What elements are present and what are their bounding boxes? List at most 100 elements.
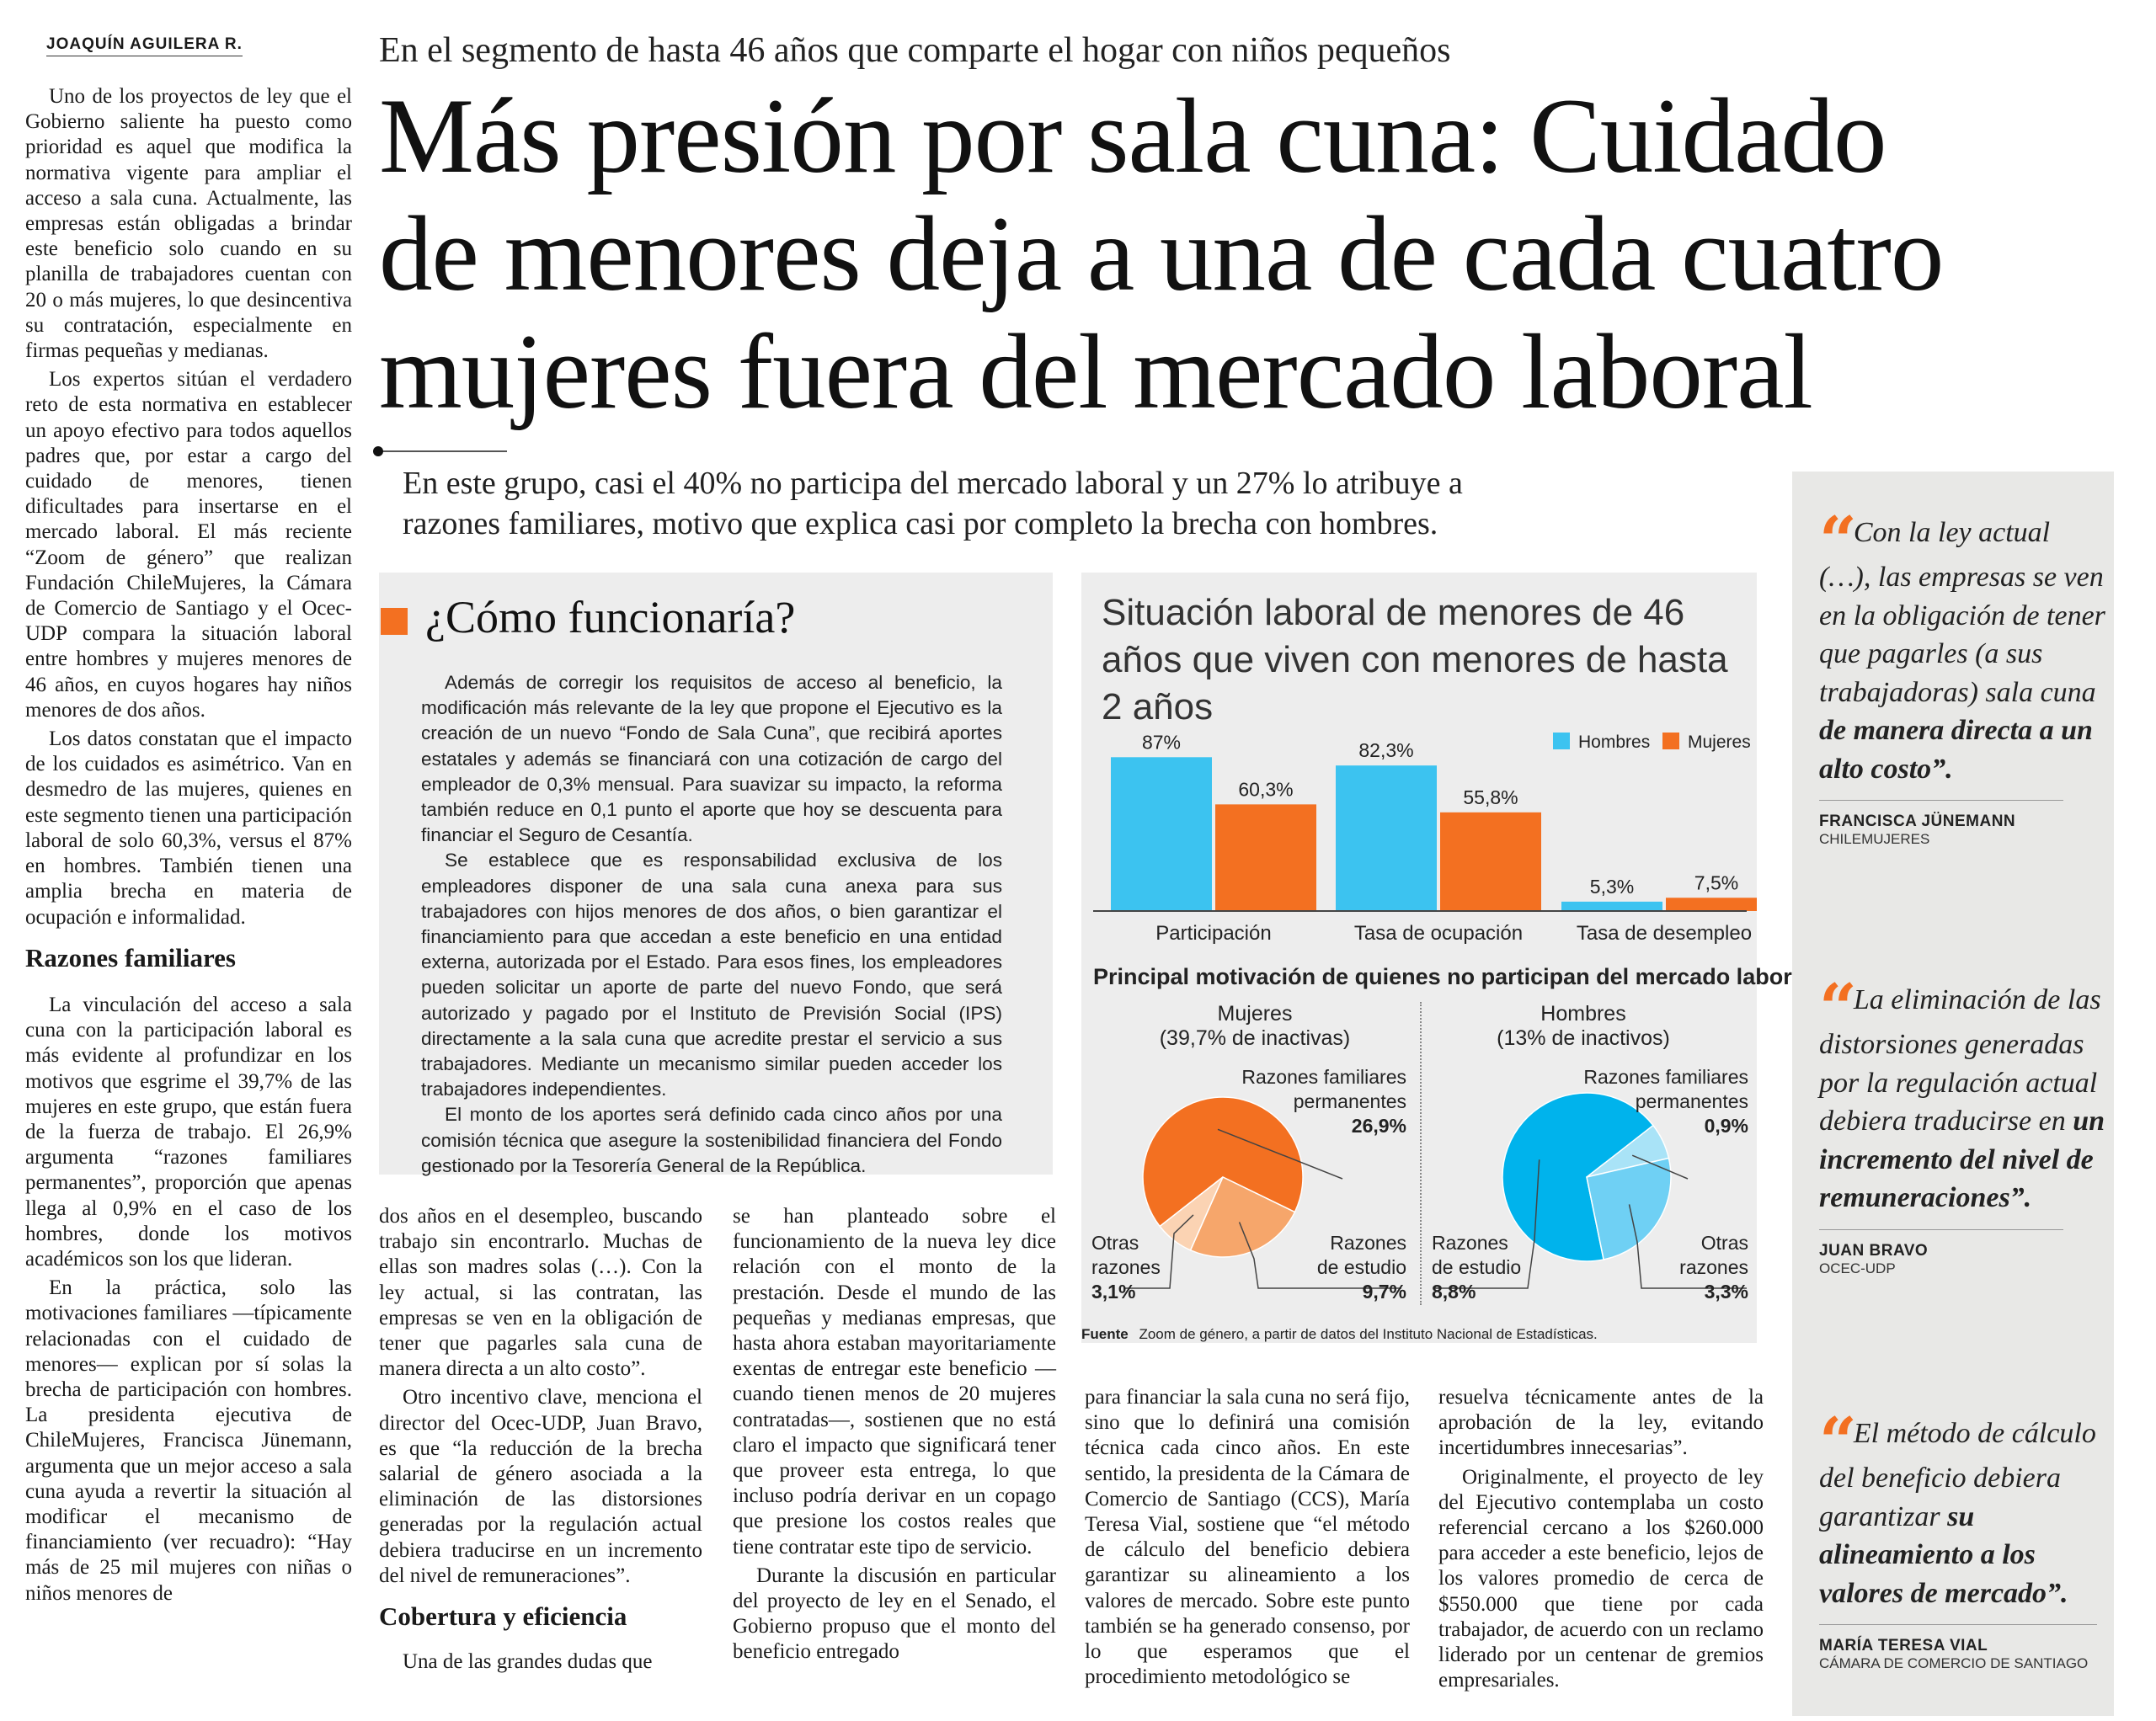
bar-mujeres: [1215, 804, 1316, 911]
quote-part-bold: de manera directa a un alto costo”.: [1819, 715, 2093, 785]
pie-women-header: Mujeres (39,7% de inactivas): [1129, 1002, 1381, 1051]
paragraph: resuelva técnicamente antes de la aproba…: [1438, 1386, 1764, 1460]
quote-divider: [1819, 800, 2063, 801]
box-body: Además de corregir los requisitos de acc…: [421, 670, 1002, 1179]
quote-text: “Con la ley actual (…), las empresas se …: [1819, 509, 2105, 788]
headline: Más presión por sala cuna: Cuidado de me…: [379, 77, 2131, 431]
headline-line: mujeres fuera del mercado laboral: [379, 313, 1813, 431]
leader-line: [1631, 1154, 1689, 1180]
bar-hombres: [1111, 757, 1212, 911]
leader-line: [1217, 1128, 1343, 1180]
paragraph: El monto de los aportes será definido ca…: [421, 1104, 1002, 1176]
divider-dot: [373, 446, 383, 456]
paragraph: Durante la discusión en particular del p…: [733, 1564, 1056, 1664]
paragraph: Originalmente, el proyecto de ley del Ej…: [1438, 1465, 1764, 1692]
headline-line: de menores deja a una de cada cuatro: [379, 195, 1944, 313]
bar-value-label: 7,5%: [1694, 871, 1738, 893]
pie-value: 0,9%: [1704, 1115, 1748, 1137]
quote-part-bold: su alineamiento a los valores de mercado…: [1819, 1500, 2068, 1609]
category-label: Tasa de desempleo: [1577, 922, 1752, 945]
bar-value-label: 5,3%: [1590, 876, 1634, 898]
column-b: dos años en el desempleo, buscando traba…: [379, 1204, 702, 1678]
pie-women-name: Mujeres: [1217, 1002, 1293, 1026]
paragraph: dos años en el desempleo, buscando traba…: [379, 1205, 702, 1381]
quote-text: “El método de cálculo del beneficio debi…: [1819, 1409, 2105, 1612]
pie-label-estudio-women: Razones de estudio 9,7%: [1316, 1232, 1406, 1303]
box-title: ¿Cómo funcionaría?: [425, 592, 796, 642]
quote-block: “La eliminación de las distorsiones gene…: [1819, 976, 2105, 1277]
leader-line: [1435, 1159, 1540, 1289]
deck-line: En este grupo, casi el 40% no participa …: [403, 466, 1463, 501]
orange-square-icon: [381, 608, 408, 635]
paragraph: Los expertos sitúan el verdadero reto de…: [25, 368, 352, 722]
headline-line: Más presión por sala cuna: Cuidado: [379, 77, 1886, 195]
paragraph: para financiar la sala cuna no será fijo…: [1085, 1386, 1410, 1689]
pie-slice: [1142, 1096, 1304, 1228]
bar-hombres: [1336, 765, 1437, 911]
legend-label: Hombres: [1578, 733, 1650, 752]
chart-source: Fuente Zoom de género, a partir de datos…: [1081, 1326, 1598, 1343]
quote-divider: [1819, 1624, 2097, 1625]
legend-swatch: [1553, 733, 1570, 749]
quote-text: “La eliminación de las distorsiones gene…: [1819, 976, 2105, 1217]
pie-men-name: Hombres: [1540, 1002, 1626, 1026]
pie-value: 3,1%: [1091, 1281, 1136, 1303]
quote-part: Con la ley actual (…), las empresas se v…: [1819, 517, 2105, 708]
paragraph: Una de las grandes dudas que: [403, 1650, 653, 1674]
quote-org: OCEC-UDP: [1819, 1260, 1896, 1276]
pie-men-subtitle: (13% de inactivos): [1497, 1026, 1670, 1050]
quote-block: “Con la ley actual (…), las empresas se …: [1819, 509, 2105, 848]
pie-value: 26,9%: [1351, 1115, 1406, 1137]
divider: [379, 450, 507, 452]
pie-men-header: Hombres (13% de inactivos): [1457, 1002, 1710, 1051]
byline: JOAQUÍN AGUILERA R.: [46, 35, 243, 56]
leader-line: [1123, 1214, 1194, 1289]
category-label: Participación: [1155, 922, 1271, 945]
paragraph: La vinculación del acceso a sala cuna co…: [25, 993, 352, 1271]
quote-part: La eliminación de las distorsiones gener…: [1819, 984, 2101, 1137]
paragraph: Otro incentivo clave, menciona el direct…: [379, 1386, 702, 1587]
pie-value: 8,8%: [1432, 1281, 1476, 1303]
deck-line: razones familiares, motivo que explica c…: [403, 506, 1438, 541]
bar-value-label: 82,3%: [1358, 739, 1413, 761]
legend-swatch: [1662, 733, 1679, 749]
quote-author: FRANCISCA JÜNEMANN: [1819, 813, 2016, 830]
pie-slice: [1502, 1092, 1654, 1262]
quote-part-bold: un incremento del nivel de remuneracione…: [1819, 1106, 2105, 1213]
quotes-sidebar: [1792, 472, 2114, 1716]
pie-women-subtitle: (39,7% de inactivas): [1159, 1026, 1351, 1050]
bar-mujeres: [1440, 812, 1541, 911]
paragraph: En la práctica, solo las motivaciones fa…: [25, 1276, 352, 1605]
quote-author: JUAN BRAVO: [1819, 1241, 1929, 1260]
deck: En este grupo, casi el 40% no participa …: [403, 463, 1750, 544]
bar-hombres: [1561, 901, 1662, 911]
pie-slice: [1189, 1175, 1296, 1258]
bar-value-label: 60,3%: [1238, 778, 1293, 800]
quote-part: El método de cálculo del beneficio debie…: [1819, 1418, 2096, 1532]
subhead: Cobertura y eficiencia: [379, 1601, 627, 1632]
paragraph: se han planteado sobre el funcionamiento…: [733, 1205, 1056, 1558]
pie-value: 9,7%: [1362, 1281, 1406, 1303]
source-label: Fuente: [1081, 1326, 1129, 1342]
pie-label-otras-women: Otras razones 3,1%: [1091, 1232, 1161, 1303]
quote-org: CHILEMUJERES: [1819, 831, 1930, 847]
bar-value-label: 55,8%: [1463, 786, 1518, 808]
kicker: En el segmento de hasta 46 años que comp…: [379, 31, 1451, 70]
bar-chart: 87% 60,3% Participación 82,3% 55,8% Tasa de o…: [1093, 731, 1757, 945]
quote-divider: [1819, 1228, 2063, 1230]
pie-label-estudio-men: Razones de estudio 8,8%: [1432, 1232, 1522, 1303]
pie-label-otras-men: Otras razones 3,3%: [1679, 1232, 1748, 1303]
quote-org: CÁMARA DE COMERCIO DE SANTIAGO: [1819, 1655, 2089, 1671]
category-label: Tasa de ocupación: [1354, 922, 1523, 945]
chart-title: Situación laboral de menores de 46 años …: [1102, 592, 1728, 727]
bar-value-label: 87%: [1142, 731, 1181, 753]
pie-section-title: Principal motivación de quienes no parti…: [1093, 964, 1812, 989]
quote-author: MARÍA TERESA VIAL: [1819, 1637, 1988, 1654]
paragraph: Además de corregir los requisitos de acc…: [421, 672, 1002, 846]
column-c: se han planteado sobre el funcionamiento…: [733, 1204, 1056, 1669]
leader-line: [1238, 1222, 1401, 1289]
column-d: para financiar la sala cuna no será fijo…: [1085, 1385, 1410, 1693]
source-text: Zoom de género, a partir de datos del In…: [1139, 1326, 1598, 1342]
leader-line: [1628, 1204, 1747, 1289]
pie-value: 3,3%: [1704, 1281, 1748, 1303]
